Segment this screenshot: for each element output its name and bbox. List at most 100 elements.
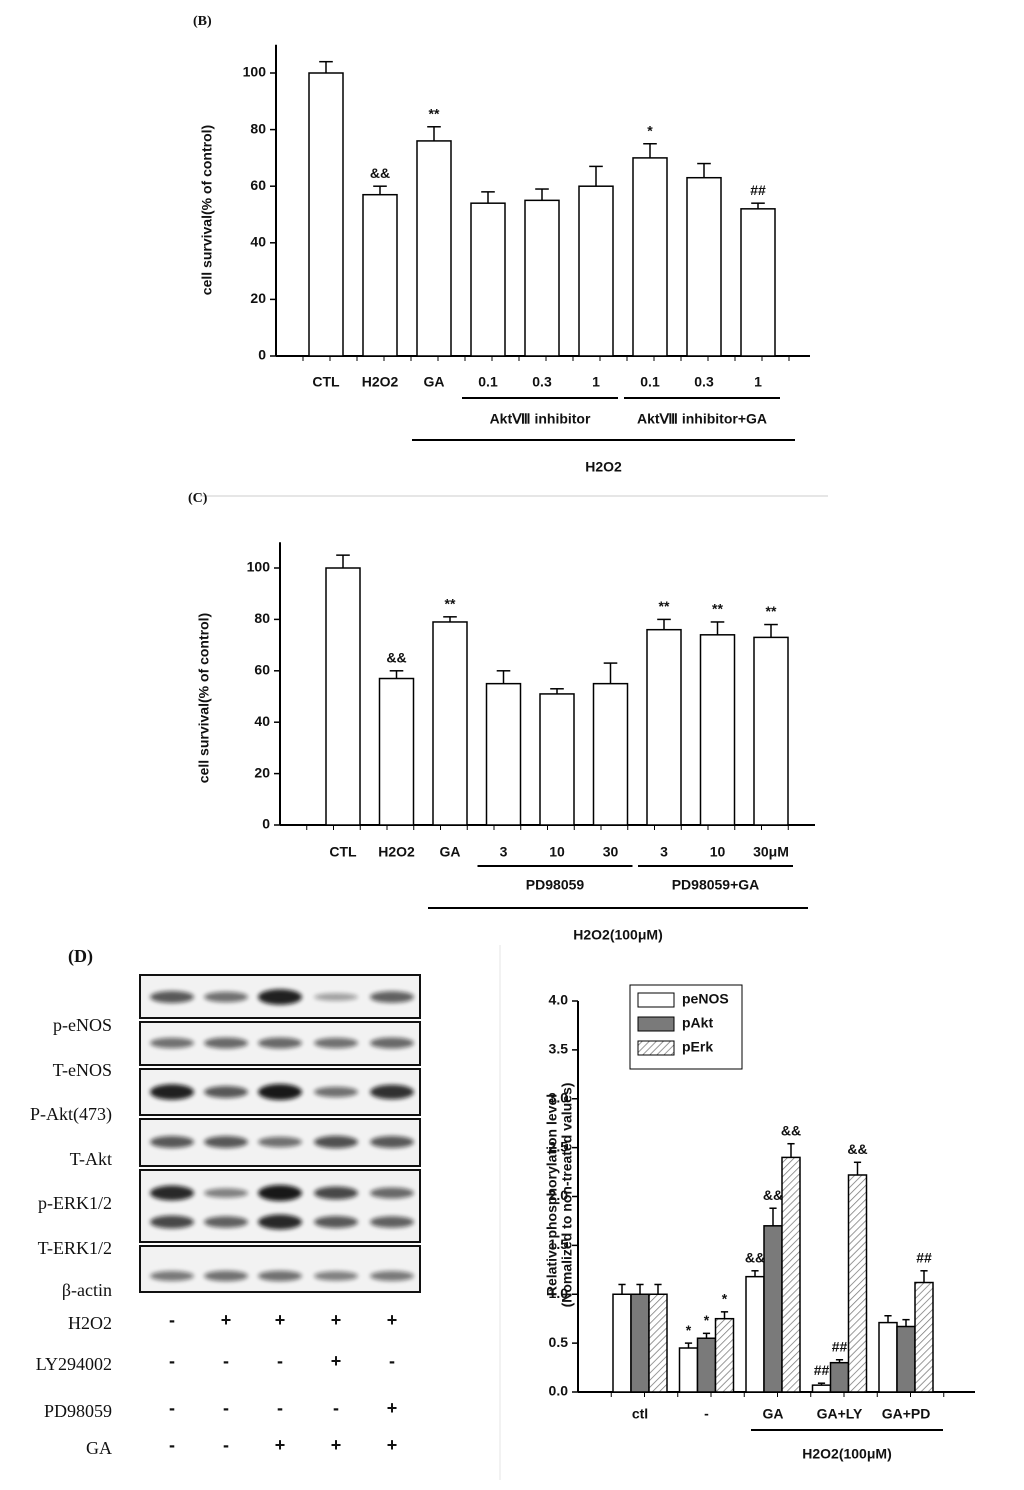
y-tick-label: 0.0 [549,1383,569,1399]
x-tick-label: 10 [710,844,726,860]
legend-label: pAkt [682,1015,713,1031]
bar [416,140,452,357]
bar [632,157,668,357]
group-label: H2O2 [585,459,622,475]
group-label: H2O2(100μM) [802,1446,891,1462]
significance-label: && [370,165,390,181]
bar [699,634,736,826]
y-tick-label: 100 [247,559,271,575]
treatment-sign: - [389,1351,395,1371]
band-label: T-eNOS [53,1060,112,1080]
y-tick-label: 3.0 [549,1089,569,1105]
band [370,1187,414,1199]
treatment-sign: + [387,1310,398,1330]
bar [648,1293,668,1393]
bar [745,1275,765,1393]
band [150,1084,194,1100]
y-tick-label: 60 [254,662,270,678]
significance-label: ** [659,598,670,614]
band-label: T-Akt [70,1149,112,1169]
significance-label: ** [712,601,723,617]
y-tick-label: 3.5 [549,1041,569,1057]
x-tick-label: 0.1 [640,374,660,390]
significance-label: && [763,1187,783,1203]
band [370,1271,414,1281]
y-tick-label: 40 [250,234,266,250]
treatment-sign: + [387,1398,398,1418]
panel-label: (D) [68,946,93,967]
band [204,1216,248,1228]
band [258,1084,302,1100]
band [150,1215,194,1229]
x-tick-label: GA+PD [882,1406,931,1422]
bar [592,682,629,826]
x-tick-label: 3 [660,844,668,860]
band [258,989,302,1005]
bar [811,1384,832,1393]
x-tick-label: 1 [754,374,762,390]
band-label: T-ERK1/2 [38,1238,112,1258]
significance-label: ## [750,182,766,198]
x-tick-label: GA [763,1406,784,1422]
band-label: p-ERK1/2 [38,1193,112,1213]
significance-label: ## [832,1338,848,1354]
group-label: PD98059 [526,877,585,893]
band [204,1270,248,1282]
treatment-sign: - [277,1351,283,1371]
y-tick-label: 1.5 [549,1236,569,1252]
treatment-sign: - [333,1398,339,1418]
chart: 0.0 0.5 1.0 1.5 2.0 2.5 3.0 3.5 4.0 Relative phos… [544,984,975,1462]
treatment-sign: + [275,1310,286,1330]
treatment-sign: + [275,1435,286,1455]
bar [378,677,415,826]
y-tick-label: 0.5 [549,1334,569,1350]
blot-frame [139,1169,421,1243]
band [314,1216,358,1228]
y-axis-label: cell survival(% of control) [199,125,215,295]
band [314,1037,358,1049]
significance-label: && [781,1122,801,1138]
chart: (B) 0 20 40 60 80 100 cell survival(% of contro… [193,14,810,475]
bar [914,1281,934,1393]
group-label: PD98059+GA [672,877,760,893]
group-label: AktⅧ inhibitor [490,411,591,427]
x-tick-label: H2O2 [378,844,415,860]
y-axis-label: (Nomalized to non-treated values) [559,1083,575,1308]
panel-label: (C) [188,491,208,506]
treatment-sign: - [223,1351,229,1371]
bar [847,1174,868,1393]
legend-swatch [637,1040,675,1056]
treatment-label: PD98059 [44,1401,112,1421]
band [314,1135,358,1149]
treatment-sign: - [169,1351,175,1371]
significance-label: ** [766,603,777,619]
western-blot: (D) p-eNOS T-eNOS P-Akt(473) T-Akt p-ERK1/2 T-… [30,946,421,1458]
band [150,1136,194,1148]
band [258,1136,302,1148]
band [204,991,248,1003]
x-tick-label: ctl [632,1406,648,1422]
band [370,1216,414,1228]
y-tick-label: 60 [250,177,266,193]
band [370,1136,414,1148]
band [370,991,414,1003]
significance-label: ** [429,105,440,121]
band [258,1214,302,1230]
treatment-sign: - [223,1435,229,1455]
band [258,1270,302,1282]
y-tick-label: 80 [254,610,270,626]
band [370,1084,414,1100]
band [204,1188,248,1198]
band-label: p-eNOS [53,1015,112,1035]
group-label: AktⅧ inhibitor+GA [637,411,767,427]
y-tick-label: 4.0 [549,992,569,1008]
significance-label: && [847,1141,867,1157]
y-tick-label: 80 [250,120,266,136]
significance-label: * [647,122,653,138]
x-tick-label: 0.3 [694,374,714,390]
treatment-sign: + [331,1310,342,1330]
x-tick-label: H2O2 [362,374,399,390]
y-tick-label: 100 [243,64,267,80]
group-label: H2O2(100μM) [573,927,662,943]
